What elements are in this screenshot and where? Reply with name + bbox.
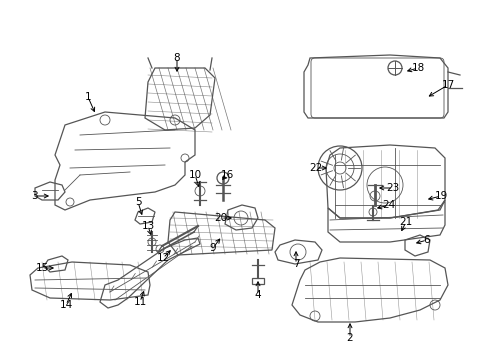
Text: 15: 15: [35, 263, 48, 273]
Text: 12: 12: [156, 253, 169, 263]
Text: 19: 19: [433, 191, 447, 201]
Text: 20: 20: [214, 213, 227, 223]
Text: 17: 17: [441, 80, 454, 90]
Text: 1: 1: [84, 92, 91, 102]
Text: 9: 9: [209, 243, 216, 253]
Text: 3: 3: [31, 191, 37, 201]
Text: 7: 7: [292, 259, 299, 269]
Text: 13: 13: [141, 221, 154, 231]
Text: 10: 10: [188, 170, 201, 180]
Text: 18: 18: [410, 63, 424, 73]
Text: 2: 2: [346, 333, 353, 343]
Text: 22: 22: [309, 163, 322, 173]
Text: 6: 6: [423, 235, 429, 245]
Text: 14: 14: [59, 300, 73, 310]
Text: 4: 4: [254, 290, 261, 300]
Text: 21: 21: [399, 217, 412, 227]
Text: 23: 23: [386, 183, 399, 193]
Text: 16: 16: [220, 170, 233, 180]
Text: 5: 5: [134, 197, 141, 207]
Text: 24: 24: [382, 200, 395, 210]
Text: 8: 8: [173, 53, 180, 63]
Text: 11: 11: [133, 297, 146, 307]
